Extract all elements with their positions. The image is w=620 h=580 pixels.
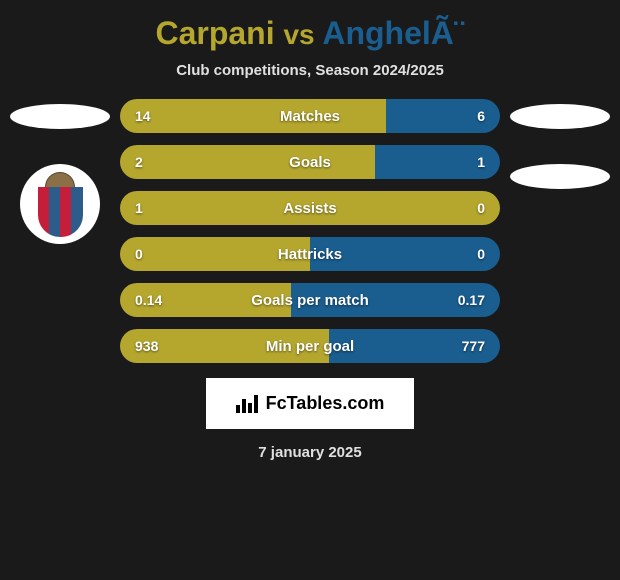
stat-label: Matches <box>280 108 340 125</box>
stat-value-left: 1 <box>135 200 143 216</box>
player2-placeholder-icon <box>510 104 610 129</box>
stat-row: 0.14 Goals per match 0.17 <box>120 283 500 317</box>
stat-bar-left <box>120 99 386 133</box>
stat-value-right: 6 <box>477 108 485 124</box>
stat-value-right: 0 <box>477 246 485 262</box>
shield-icon <box>38 187 83 237</box>
stats-column: 14 Matches 6 2 Goals 1 1 Assists 0 0 Hat… <box>120 99 500 363</box>
stat-row: 2 Goals 1 <box>120 145 500 179</box>
footer-date: 7 january 2025 <box>0 444 620 461</box>
player2-name: AnghelÃ¨ <box>322 15 464 51</box>
club-logo-icon <box>20 164 100 244</box>
brand-badge[interactable]: FcTables.com <box>206 378 415 429</box>
left-side-column <box>10 99 110 244</box>
stat-value-right: 1 <box>477 154 485 170</box>
stat-label: Assists <box>283 200 336 217</box>
right-side-column <box>510 99 610 189</box>
stat-value-left: 0.14 <box>135 292 162 308</box>
stat-value-right: 777 <box>462 338 485 354</box>
stat-value-left: 2 <box>135 154 143 170</box>
stat-value-left: 938 <box>135 338 158 354</box>
stat-value-left: 14 <box>135 108 151 124</box>
player1-placeholder-icon <box>10 104 110 129</box>
stat-label: Goals <box>289 154 331 171</box>
player2-club-placeholder-icon <box>510 164 610 189</box>
comparison-widget: Carpani vs AnghelÃ¨ Club competitions, S… <box>0 0 620 471</box>
subtitle: Club competitions, Season 2024/2025 <box>0 62 620 79</box>
stat-value-right: 0 <box>477 200 485 216</box>
stat-value-left: 0 <box>135 246 143 262</box>
brand-label: FcTables.com <box>266 393 385 414</box>
player1-name: Carpani <box>155 15 274 51</box>
stats-layout: 14 Matches 6 2 Goals 1 1 Assists 0 0 Hat… <box>0 99 620 363</box>
stat-label: Goals per match <box>251 292 369 309</box>
stat-row: 1 Assists 0 <box>120 191 500 225</box>
stat-row: 14 Matches 6 <box>120 99 500 133</box>
stat-bar-left <box>120 145 375 179</box>
vs-text: vs <box>283 19 314 50</box>
stat-label: Hattricks <box>278 246 342 263</box>
stat-value-right: 0.17 <box>458 292 485 308</box>
chart-icon <box>236 395 258 413</box>
stat-label: Min per goal <box>266 338 354 355</box>
stat-row: 938 Min per goal 777 <box>120 329 500 363</box>
page-title: Carpani vs AnghelÃ¨ <box>0 15 620 52</box>
stat-row: 0 Hattricks 0 <box>120 237 500 271</box>
